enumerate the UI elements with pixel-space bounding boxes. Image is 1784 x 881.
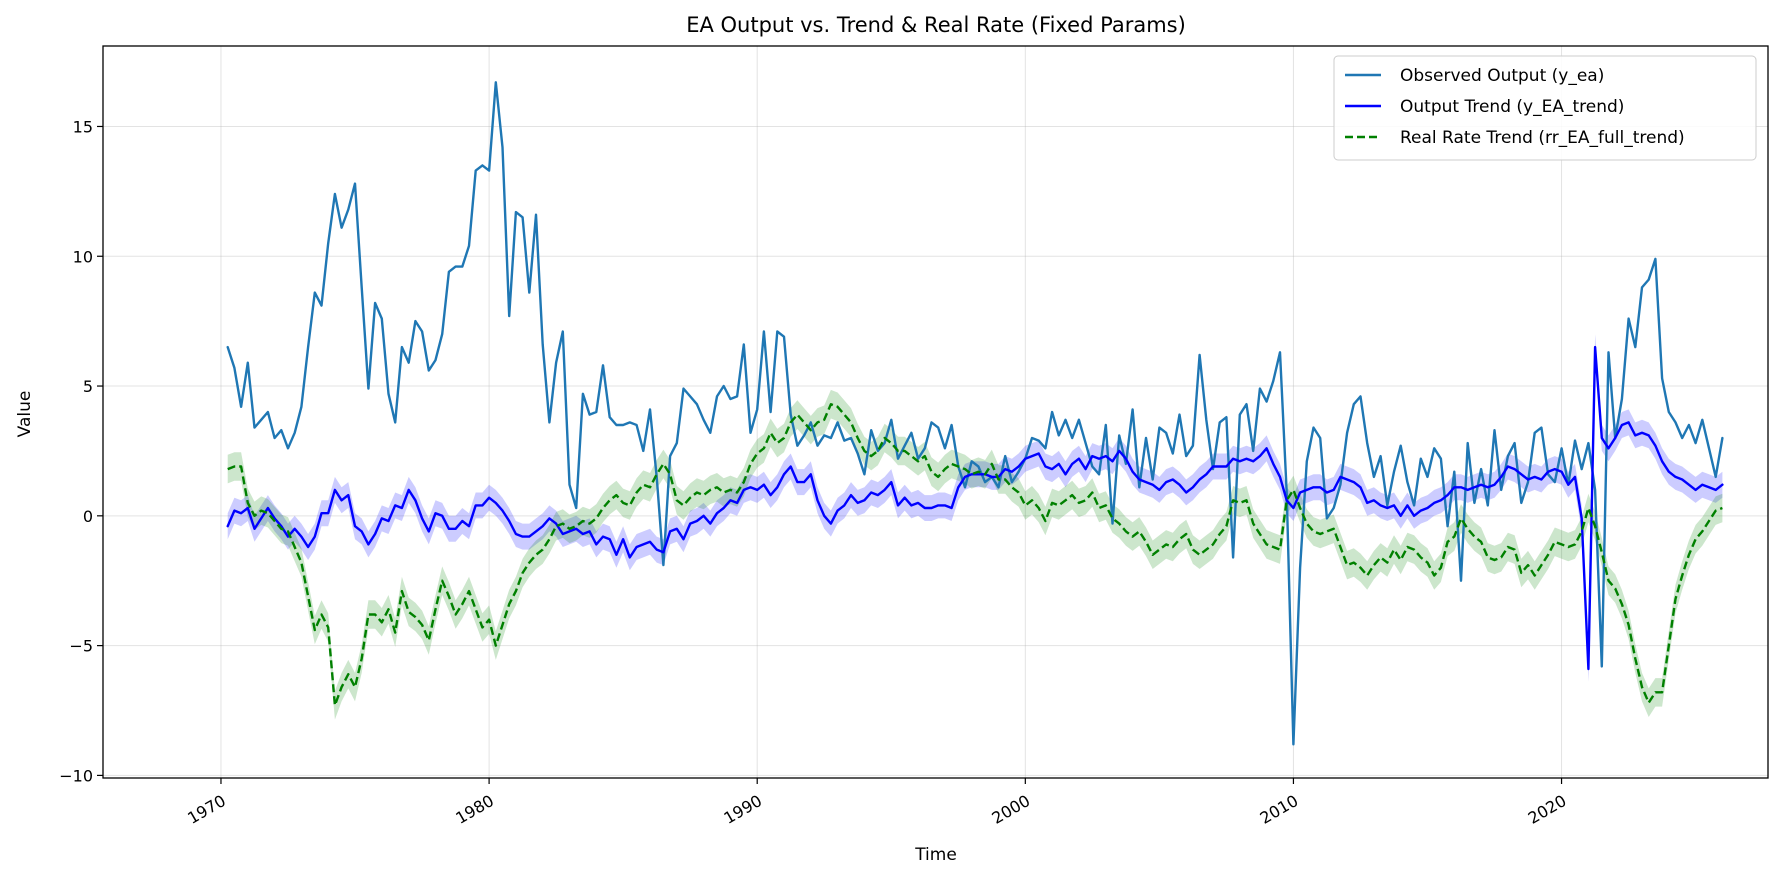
y-axis-title: Value — [15, 391, 35, 438]
y-tick-label: −5 — [69, 637, 93, 656]
legend: Observed Output (y_ea) Output Trend (y_EA… — [1333, 55, 1757, 161]
confidence-bands — [227, 334, 1723, 720]
y-axis-ticks: −10 −5 0 5 10 15 — [59, 117, 103, 785]
y-tick-label: 15 — [73, 117, 93, 136]
series-line-3 — [227, 403, 1723, 707]
plot-area-frame — [102, 45, 1769, 779]
y-tick-label: −10 — [59, 766, 93, 785]
chart-title: EA Output vs. Trend & Real Rate (Fixed P… — [686, 13, 1186, 37]
series-lines — [226, 81, 1724, 746]
x-axis-title: Time — [914, 845, 957, 865]
y-tick-label: 5 — [83, 377, 93, 396]
series-line-1 — [226, 81, 1724, 746]
legend-box — [1333, 55, 1757, 161]
series-band-2 — [227, 334, 1723, 682]
legend-label-1: Observed Output (y_ea) — [1400, 66, 1604, 86]
y-tick-label: 0 — [83, 507, 93, 526]
y-tick-label: 10 — [73, 247, 93, 266]
series-band-3 — [227, 389, 1723, 720]
legend-label-2: Output Trend (y_EA_trend) — [1400, 97, 1624, 117]
series-line-2 — [226, 345, 1724, 671]
legend-label-3: Real Rate Trend (rr_EA_full_trend) — [1400, 128, 1685, 148]
